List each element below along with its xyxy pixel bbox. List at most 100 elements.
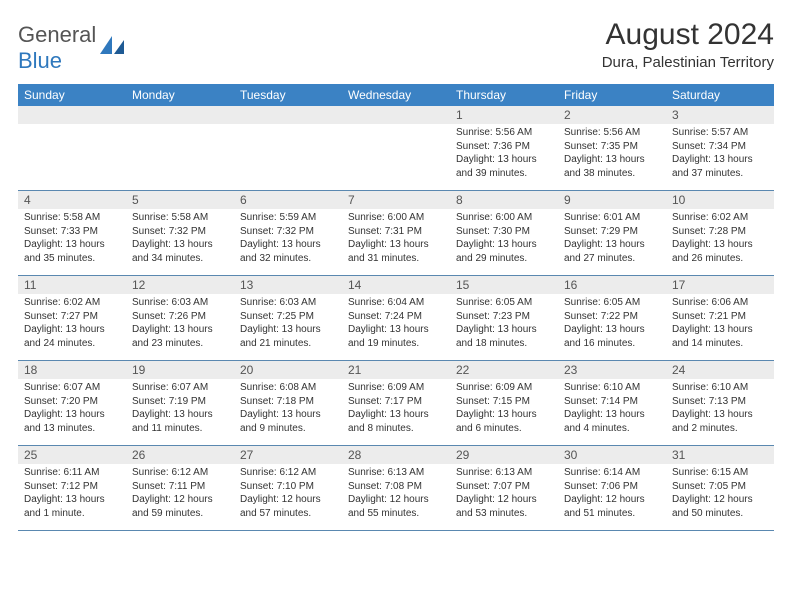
day-details: Sunrise: 6:12 AMSunset: 7:11 PMDaylight:…	[126, 464, 234, 524]
sail-icon	[98, 34, 126, 63]
calendar-cell: 4Sunrise: 5:58 AMSunset: 7:33 PMDaylight…	[18, 191, 126, 276]
day-details: Sunrise: 6:00 AMSunset: 7:30 PMDaylight:…	[450, 209, 558, 269]
day-details: Sunrise: 6:10 AMSunset: 7:13 PMDaylight:…	[666, 379, 774, 439]
calendar-cell: 28Sunrise: 6:13 AMSunset: 7:08 PMDayligh…	[342, 446, 450, 531]
day-details: Sunrise: 6:02 AMSunset: 7:28 PMDaylight:…	[666, 209, 774, 269]
day-number: 11	[18, 276, 126, 294]
day-number: 30	[558, 446, 666, 464]
weekday-header: Tuesday	[234, 84, 342, 106]
day-details: Sunrise: 5:58 AMSunset: 7:32 PMDaylight:…	[126, 209, 234, 269]
day-details: Sunrise: 6:01 AMSunset: 7:29 PMDaylight:…	[558, 209, 666, 269]
calendar-week-row: 1Sunrise: 5:56 AMSunset: 7:36 PMDaylight…	[18, 106, 774, 191]
calendar-cell: 10Sunrise: 6:02 AMSunset: 7:28 PMDayligh…	[666, 191, 774, 276]
day-details: Sunrise: 5:58 AMSunset: 7:33 PMDaylight:…	[18, 209, 126, 269]
calendar-cell: 14Sunrise: 6:04 AMSunset: 7:24 PMDayligh…	[342, 276, 450, 361]
day-details: Sunrise: 6:15 AMSunset: 7:05 PMDaylight:…	[666, 464, 774, 524]
day-details: Sunrise: 6:04 AMSunset: 7:24 PMDaylight:…	[342, 294, 450, 354]
day-details: Sunrise: 6:02 AMSunset: 7:27 PMDaylight:…	[18, 294, 126, 354]
day-details: Sunrise: 6:07 AMSunset: 7:20 PMDaylight:…	[18, 379, 126, 439]
day-number: 28	[342, 446, 450, 464]
day-details: Sunrise: 5:56 AMSunset: 7:36 PMDaylight:…	[450, 124, 558, 184]
day-number: 29	[450, 446, 558, 464]
day-details: Sunrise: 6:13 AMSunset: 7:07 PMDaylight:…	[450, 464, 558, 524]
calendar-cell: 17Sunrise: 6:06 AMSunset: 7:21 PMDayligh…	[666, 276, 774, 361]
calendar-cell: 13Sunrise: 6:03 AMSunset: 7:25 PMDayligh…	[234, 276, 342, 361]
calendar-cell	[234, 106, 342, 191]
day-number: 18	[18, 361, 126, 379]
day-number: 24	[666, 361, 774, 379]
day-number: 6	[234, 191, 342, 209]
day-number: 13	[234, 276, 342, 294]
day-number-empty	[234, 106, 342, 124]
day-number: 5	[126, 191, 234, 209]
calendar-cell: 12Sunrise: 6:03 AMSunset: 7:26 PMDayligh…	[126, 276, 234, 361]
day-details: Sunrise: 5:59 AMSunset: 7:32 PMDaylight:…	[234, 209, 342, 269]
calendar-cell: 8Sunrise: 6:00 AMSunset: 7:30 PMDaylight…	[450, 191, 558, 276]
calendar-cell: 21Sunrise: 6:09 AMSunset: 7:17 PMDayligh…	[342, 361, 450, 446]
day-details: Sunrise: 5:56 AMSunset: 7:35 PMDaylight:…	[558, 124, 666, 184]
day-number: 12	[126, 276, 234, 294]
calendar-cell: 6Sunrise: 5:59 AMSunset: 7:32 PMDaylight…	[234, 191, 342, 276]
calendar-cell: 16Sunrise: 6:05 AMSunset: 7:22 PMDayligh…	[558, 276, 666, 361]
day-details: Sunrise: 6:07 AMSunset: 7:19 PMDaylight:…	[126, 379, 234, 439]
day-number: 7	[342, 191, 450, 209]
calendar-cell	[126, 106, 234, 191]
day-details: Sunrise: 6:03 AMSunset: 7:26 PMDaylight:…	[126, 294, 234, 354]
weekday-header: Friday	[558, 84, 666, 106]
day-details: Sunrise: 6:08 AMSunset: 7:18 PMDaylight:…	[234, 379, 342, 439]
day-number: 1	[450, 106, 558, 124]
day-details: Sunrise: 5:57 AMSunset: 7:34 PMDaylight:…	[666, 124, 774, 184]
day-number: 21	[342, 361, 450, 379]
calendar-cell: 26Sunrise: 6:12 AMSunset: 7:11 PMDayligh…	[126, 446, 234, 531]
calendar-cell: 20Sunrise: 6:08 AMSunset: 7:18 PMDayligh…	[234, 361, 342, 446]
location-text: Dura, Palestinian Territory	[602, 54, 774, 71]
day-details: Sunrise: 6:03 AMSunset: 7:25 PMDaylight:…	[234, 294, 342, 354]
day-number: 17	[666, 276, 774, 294]
calendar-cell: 5Sunrise: 5:58 AMSunset: 7:32 PMDaylight…	[126, 191, 234, 276]
day-number: 16	[558, 276, 666, 294]
weekday-header: Wednesday	[342, 84, 450, 106]
calendar-cell: 7Sunrise: 6:00 AMSunset: 7:31 PMDaylight…	[342, 191, 450, 276]
day-number: 25	[18, 446, 126, 464]
logo-text: General Blue	[18, 22, 96, 74]
day-number: 31	[666, 446, 774, 464]
calendar-cell: 9Sunrise: 6:01 AMSunset: 7:29 PMDaylight…	[558, 191, 666, 276]
calendar-cell	[342, 106, 450, 191]
day-details: Sunrise: 6:12 AMSunset: 7:10 PMDaylight:…	[234, 464, 342, 524]
day-number: 19	[126, 361, 234, 379]
weekday-header: Saturday	[666, 84, 774, 106]
weekday-header: Monday	[126, 84, 234, 106]
calendar-cell: 25Sunrise: 6:11 AMSunset: 7:12 PMDayligh…	[18, 446, 126, 531]
day-number: 15	[450, 276, 558, 294]
calendar-cell	[18, 106, 126, 191]
day-number: 2	[558, 106, 666, 124]
calendar-header-row: SundayMondayTuesdayWednesdayThursdayFrid…	[18, 84, 774, 106]
calendar-body: 1Sunrise: 5:56 AMSunset: 7:36 PMDaylight…	[18, 106, 774, 531]
calendar-cell: 2Sunrise: 5:56 AMSunset: 7:35 PMDaylight…	[558, 106, 666, 191]
day-details: Sunrise: 6:05 AMSunset: 7:22 PMDaylight:…	[558, 294, 666, 354]
day-details: Sunrise: 6:14 AMSunset: 7:06 PMDaylight:…	[558, 464, 666, 524]
day-details: Sunrise: 6:09 AMSunset: 7:15 PMDaylight:…	[450, 379, 558, 439]
day-number: 10	[666, 191, 774, 209]
weekday-header: Sunday	[18, 84, 126, 106]
calendar-week-row: 18Sunrise: 6:07 AMSunset: 7:20 PMDayligh…	[18, 361, 774, 446]
day-details: Sunrise: 6:06 AMSunset: 7:21 PMDaylight:…	[666, 294, 774, 354]
day-details: Sunrise: 6:00 AMSunset: 7:31 PMDaylight:…	[342, 209, 450, 269]
logo-word-2: Blue	[18, 48, 62, 73]
title-block: August 2024 Dura, Palestinian Territory	[602, 18, 774, 71]
calendar-week-row: 11Sunrise: 6:02 AMSunset: 7:27 PMDayligh…	[18, 276, 774, 361]
calendar-week-row: 25Sunrise: 6:11 AMSunset: 7:12 PMDayligh…	[18, 446, 774, 531]
calendar-cell: 1Sunrise: 5:56 AMSunset: 7:36 PMDaylight…	[450, 106, 558, 191]
day-number: 3	[666, 106, 774, 124]
day-number: 23	[558, 361, 666, 379]
day-number: 9	[558, 191, 666, 209]
calendar-week-row: 4Sunrise: 5:58 AMSunset: 7:33 PMDaylight…	[18, 191, 774, 276]
calendar-cell: 24Sunrise: 6:10 AMSunset: 7:13 PMDayligh…	[666, 361, 774, 446]
day-number: 14	[342, 276, 450, 294]
calendar-cell: 27Sunrise: 6:12 AMSunset: 7:10 PMDayligh…	[234, 446, 342, 531]
weekday-header: Thursday	[450, 84, 558, 106]
day-number: 20	[234, 361, 342, 379]
calendar-cell: 31Sunrise: 6:15 AMSunset: 7:05 PMDayligh…	[666, 446, 774, 531]
calendar-cell: 11Sunrise: 6:02 AMSunset: 7:27 PMDayligh…	[18, 276, 126, 361]
day-number: 22	[450, 361, 558, 379]
